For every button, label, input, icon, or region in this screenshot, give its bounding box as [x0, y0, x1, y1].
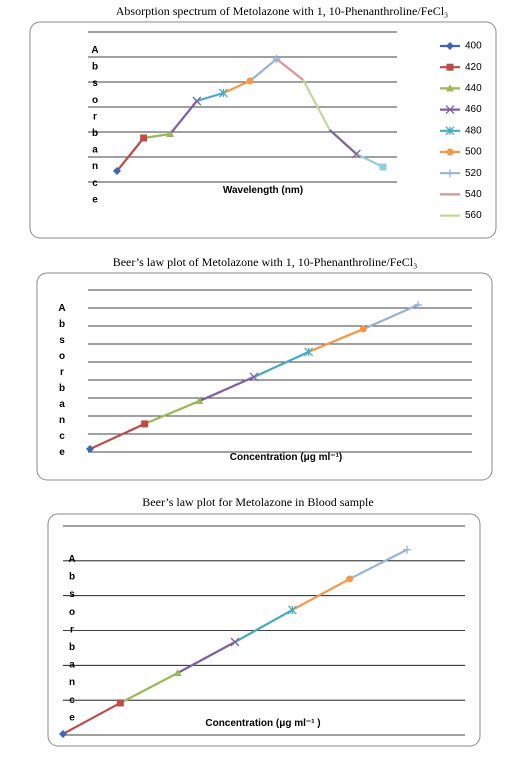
marker [359, 325, 367, 333]
line-segment [253, 350, 310, 378]
marker [195, 397, 204, 405]
x-axis-label: Concentration (μg ml⁻¹) [230, 452, 343, 463]
marker [445, 126, 455, 136]
x-axis-label: Wavelength (nm) [223, 185, 303, 196]
chart-title: Beer’s law plot of Metolazone with 1, 10… [113, 255, 418, 269]
marker [446, 84, 454, 92]
x-axis-label: Concentration (μg ml⁻¹ ) [205, 718, 320, 729]
chart-frame [47, 513, 481, 747]
line-segment [169, 100, 198, 135]
chart-title: Beer’s law plot for Metolazone in Blood … [142, 495, 373, 509]
line-segment [196, 91, 224, 103]
marker [246, 77, 254, 85]
marker [86, 444, 94, 453]
y-axis-label: Absorbance [67, 554, 78, 730]
marker [403, 545, 411, 554]
marker [59, 729, 67, 738]
line-segment [143, 132, 171, 140]
line-segment [302, 79, 331, 131]
line-segment [275, 58, 304, 81]
marker [218, 88, 228, 98]
marker [379, 163, 387, 171]
chart-title: Absorption spectrum of Metolazone with 1… [116, 4, 448, 18]
marker [173, 668, 182, 676]
marker [230, 637, 240, 647]
marker [287, 605, 297, 615]
marker [446, 148, 454, 156]
legend-label: 400 [465, 41, 482, 52]
line-segment [119, 672, 179, 704]
line-segment [222, 79, 251, 95]
y-axis-label: Absorbance [90, 45, 101, 211]
line-segment [362, 303, 419, 331]
line-segment [62, 701, 121, 735]
legend-label: 420 [465, 62, 482, 73]
legend-label: 540 [465, 189, 482, 200]
marker [113, 167, 121, 175]
chart-frame [36, 272, 493, 481]
line-segment [249, 58, 278, 82]
legend-label: 560 [465, 210, 482, 221]
legend-label: 460 [465, 104, 482, 115]
marker [346, 575, 354, 583]
marker [116, 699, 124, 707]
legend-label: 440 [465, 83, 482, 94]
marker [192, 96, 202, 106]
marker [249, 372, 259, 382]
line-segment [291, 577, 351, 611]
marker [446, 63, 454, 71]
marker [414, 300, 422, 309]
line-segment [308, 328, 364, 353]
line-segment [349, 548, 408, 580]
marker [446, 42, 454, 50]
marker [140, 134, 148, 142]
marker [166, 130, 175, 137]
marker [446, 169, 454, 178]
marker [272, 55, 281, 63]
marker [351, 149, 361, 159]
line-segment [144, 400, 200, 425]
chart-frame [29, 21, 497, 239]
marker [141, 420, 149, 428]
line-segment [234, 608, 293, 643]
marker [304, 347, 314, 357]
line-segment [177, 641, 236, 674]
line-segment [355, 153, 384, 168]
marker [445, 105, 455, 115]
line-segment [198, 375, 255, 403]
line-segment [329, 129, 358, 155]
y-axis-label: Absorbance [57, 303, 68, 463]
legend-label: 520 [465, 168, 482, 179]
legend-label: 500 [465, 147, 482, 158]
line-segment [89, 422, 146, 450]
legend-label: 480 [465, 125, 482, 136]
line-segment [116, 137, 145, 172]
